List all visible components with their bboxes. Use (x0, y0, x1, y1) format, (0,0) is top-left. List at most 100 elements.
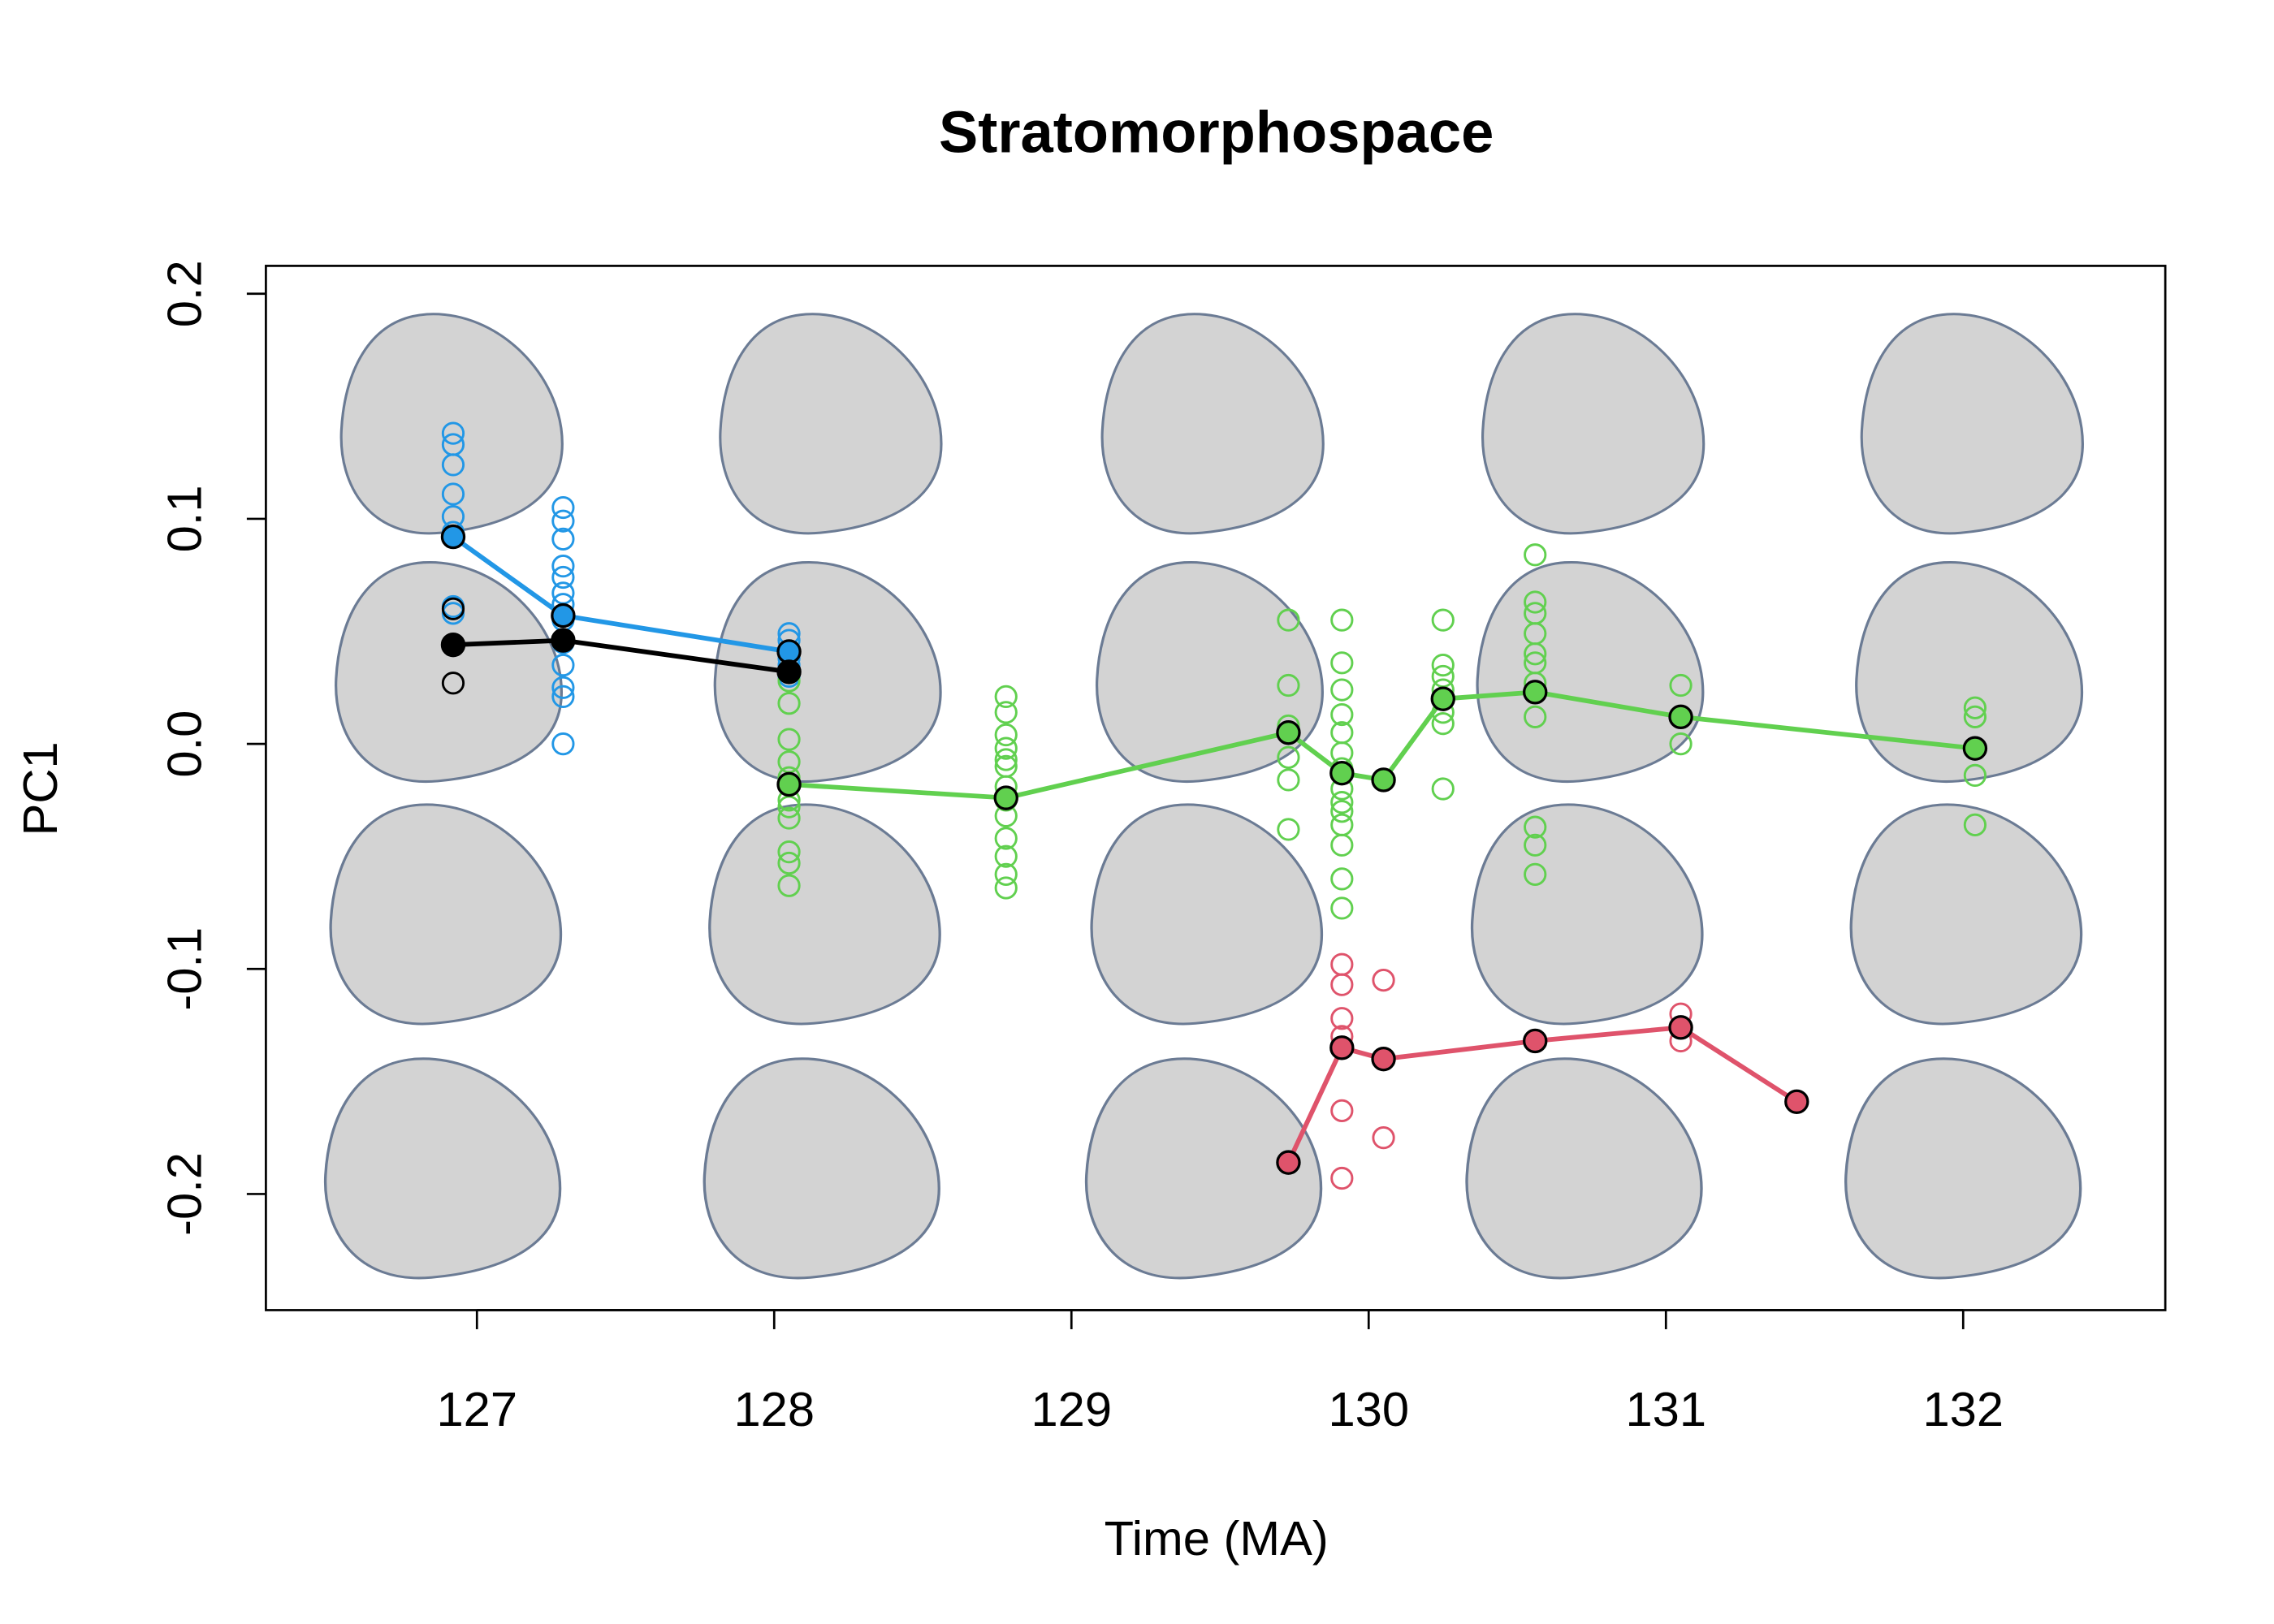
specimen-point (1277, 608, 1300, 632)
y-tick-label: 0.2 (157, 260, 211, 327)
morphospace-shape (1090, 803, 1324, 1026)
specimen-point (1330, 702, 1354, 727)
morphospace-shape (1470, 803, 1704, 1026)
specimen-point (994, 723, 1018, 747)
specimen-point (1330, 896, 1354, 920)
mean-point (1430, 686, 1455, 711)
mean-point (776, 639, 802, 664)
specimen-point (551, 676, 575, 699)
morphospace-shape (1849, 803, 2083, 1026)
specimen-point (1330, 867, 1354, 891)
specimen-point (1372, 969, 1395, 992)
specimen-point (1330, 1099, 1354, 1122)
specimen-point (551, 495, 575, 520)
mean-point (551, 628, 576, 653)
specimen-point (1431, 608, 1455, 632)
specimen-point (1963, 763, 1987, 788)
specimen-point (1524, 705, 1547, 728)
specimen-point (441, 672, 465, 695)
x-tick-label: 129 (1031, 1382, 1112, 1436)
x-tick-label: 127 (436, 1382, 517, 1436)
specimen-point (994, 827, 1018, 850)
specimen-point (1524, 543, 1547, 567)
y-tick-label: -0.1 (157, 927, 211, 1011)
specimen-point (994, 862, 1018, 886)
specimen-point (1330, 1166, 1354, 1190)
morphospace-shape (713, 561, 942, 784)
specimen-point (441, 453, 465, 477)
specimen-point (551, 732, 575, 756)
morphospace-shape (323, 1057, 562, 1280)
morphospace-shape (1860, 313, 2084, 535)
specimen-point (551, 527, 575, 551)
specimen-point (1431, 653, 1455, 677)
y-tick-label: 0.0 (157, 710, 211, 778)
specimen-point (1524, 862, 1547, 886)
specimen-point (441, 482, 465, 506)
specimen-point (994, 736, 1018, 760)
mean-point (1329, 760, 1355, 786)
mean-point (1962, 736, 1988, 761)
mean-line (1286, 1025, 1798, 1164)
mean-point (993, 785, 1018, 810)
specimen-point (994, 748, 1018, 771)
specimen-point (1524, 815, 1547, 839)
specimen-point (1330, 791, 1354, 814)
morphospace-shape (1844, 1057, 2082, 1280)
mean-point (1668, 704, 1693, 730)
morphospace-shape (1096, 561, 1324, 784)
morphospace-shape (329, 803, 563, 1026)
specimen-point (1431, 777, 1455, 801)
specimen-point (1330, 973, 1354, 996)
specimen-point (441, 597, 465, 620)
x-tick-label: 132 (1922, 1382, 2004, 1436)
mean-point (440, 524, 466, 550)
specimen-point (1277, 745, 1300, 769)
specimen-point (551, 555, 575, 578)
morphospace-shape (1100, 313, 1325, 535)
x-tick-label: 130 (1328, 1382, 1409, 1436)
morphospace-shape (335, 561, 564, 784)
specimen-point (1372, 1126, 1395, 1150)
specimen-point (1330, 651, 1354, 675)
morphospace-shape (1481, 313, 1706, 535)
specimen-point (777, 840, 801, 864)
morphospace-shapes (323, 313, 2084, 1280)
chart-title: Stratomorphospace (939, 100, 1494, 165)
mean-point (1371, 1046, 1396, 1072)
mean-point (1371, 767, 1396, 793)
specimen-point (551, 685, 575, 709)
specimen-point (551, 565, 575, 590)
x-tick-label: 131 (1625, 1382, 1706, 1436)
y-tick-label: 0.1 (157, 485, 211, 552)
specimen-point (1963, 705, 1987, 728)
y-tick-label: -0.2 (157, 1152, 211, 1236)
specimen-point (777, 692, 801, 715)
specimen-point (777, 874, 801, 897)
specimen-point (994, 701, 1018, 724)
specimen-point (1431, 712, 1455, 736)
mean-point (776, 771, 802, 797)
specimen-point (1330, 1007, 1354, 1030)
specimen-point (1277, 673, 1300, 698)
specimen-point (777, 806, 801, 830)
specimen-point (1277, 818, 1300, 841)
specimen-point (777, 851, 801, 875)
specimen-point (994, 876, 1018, 900)
specimen-point (551, 509, 575, 533)
specimen-point (1330, 833, 1354, 857)
morphospace-shape (719, 313, 943, 535)
mean-point (551, 603, 576, 628)
specimen-point (1524, 590, 1547, 614)
specimen-point (1277, 768, 1300, 792)
morphospace-shape (1855, 561, 2084, 784)
specimen-point (1669, 732, 1693, 756)
y-axis-label: PC1 (13, 741, 67, 836)
specimen-point (1669, 673, 1693, 698)
specimen-point (1330, 678, 1354, 702)
mean-point (440, 632, 466, 658)
mean-point (1276, 1150, 1301, 1175)
